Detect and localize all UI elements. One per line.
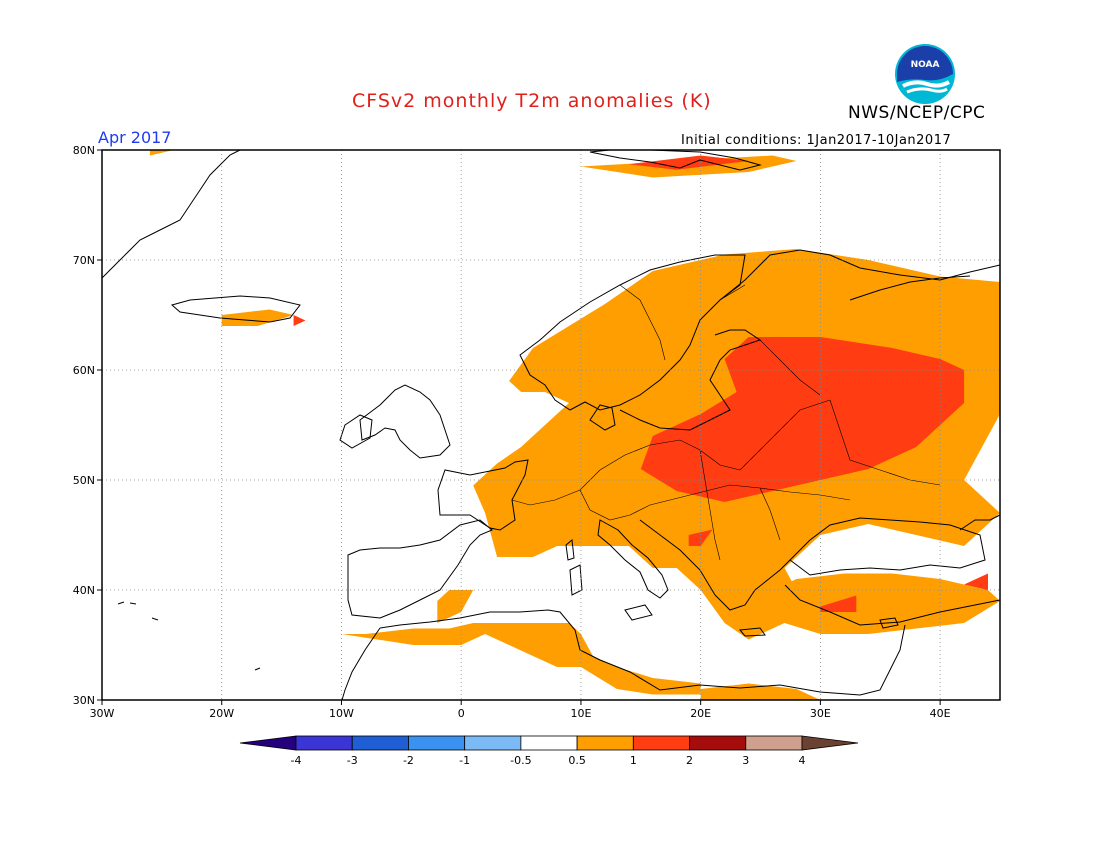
noaa-logo-icon: NOAA <box>895 44 955 104</box>
coast-italy <box>597 519 669 599</box>
colorbar-arrow-low <box>239 735 297 751</box>
coast-iceland <box>170 295 301 323</box>
colorbar-arrow-high <box>801 735 859 751</box>
coast-balkans <box>639 519 791 611</box>
border-scandinavia <box>619 284 746 361</box>
coast-crete <box>739 627 766 637</box>
coast-iberia <box>347 519 493 619</box>
y-tick-label: 80N <box>73 144 95 157</box>
anomaly-region-central-russia-belarus <box>640 337 965 502</box>
coast-morocco <box>341 627 381 701</box>
border-west-europe <box>511 439 741 506</box>
coast-denmark <box>589 404 616 431</box>
coast-britain <box>359 384 451 459</box>
anomaly-region-iberia-east <box>437 590 474 623</box>
y-tick-label: 70N <box>73 254 95 267</box>
noaa-logo-text: NOAA <box>911 60 940 70</box>
coast-scandinavia <box>519 254 746 411</box>
map-frame <box>101 149 1001 701</box>
coast-levant <box>859 624 906 696</box>
forecast-month: Apr 2017 <box>98 128 172 147</box>
x-tick-label: 30E <box>810 707 831 720</box>
colorbar-swatch <box>576 735 634 751</box>
anomaly-region-svalbard-spot <box>628 155 749 170</box>
coast-sicily <box>624 604 653 621</box>
x-tick-label: 0 <box>458 707 465 720</box>
coast-france <box>437 459 529 531</box>
coast-caspian <box>959 514 1001 531</box>
anomaly-region-turkey <box>772 573 1000 634</box>
map-title: CFSv2 monthly T2m anomalies (K) <box>352 90 712 112</box>
anomaly-region-iceland-spot <box>293 315 306 326</box>
colorbar-swatch <box>464 735 522 751</box>
anomaly-region-libya-coast <box>557 650 701 695</box>
colorbar-swatch <box>408 735 466 751</box>
colorbar-swatch <box>520 735 578 751</box>
anomaly-region-north-africa-1 <box>341 623 593 667</box>
colorbar-swatch <box>295 735 353 751</box>
initial-conditions: Initial conditions: 1Jan2017-10Jan2017 <box>681 133 952 148</box>
y-tick-label: 50N <box>73 474 95 487</box>
colorbar-label: -0.5 <box>510 754 531 767</box>
anomaly-region-balkans-spot <box>688 529 713 546</box>
border-east-europe <box>699 399 831 561</box>
coast-black-sea <box>789 517 986 576</box>
border-layer <box>511 284 941 561</box>
anomaly-region-turkey-spot <box>820 595 857 612</box>
axes-layer: 30W 20W 10W 0 10E 20E 30E 40E 30N 40N 50N 60N 70N 80N <box>73 144 951 720</box>
coast-azores <box>117 601 159 621</box>
colorbar-swatch <box>689 735 747 751</box>
border-central-europe <box>579 484 851 521</box>
colorbar-label: 4 <box>799 754 806 767</box>
x-tick-label: 20E <box>690 707 711 720</box>
coast-madeira <box>254 667 261 671</box>
colorbar-label: 0.5 <box>568 754 586 767</box>
x-tick-label: 40E <box>930 707 951 720</box>
coast-cyprus <box>879 617 899 629</box>
coast-north-africa <box>379 609 861 696</box>
coast-novaya-zemlya <box>849 275 971 301</box>
coast-greenland <box>101 149 241 279</box>
x-tick-label: 20W <box>209 707 234 720</box>
x-tick-label: 30W <box>90 707 115 720</box>
x-tick-label: 10W <box>329 707 354 720</box>
colorbar-swatch <box>632 735 690 751</box>
y-tick-label: 40N <box>73 584 95 597</box>
colorbar-label: 1 <box>630 754 637 767</box>
anomaly-region-iceland <box>221 309 294 326</box>
coast-corsica <box>565 539 575 561</box>
colorbar-label: -4 <box>291 754 302 767</box>
colorbar-label: -1 <box>459 754 470 767</box>
anomaly-region-caucasus-spot <box>964 573 988 590</box>
colorbar-swatch <box>745 735 803 751</box>
colorbar-label: -2 <box>403 754 414 767</box>
agency-label: NWS/NCEP/CPC <box>848 103 986 123</box>
anomaly-fill-layer <box>149 150 1000 700</box>
coast-finland-russia <box>719 249 1001 301</box>
colorbar-label: -3 <box>347 754 358 767</box>
coast-ireland <box>339 414 373 449</box>
y-tick-label: 30N <box>73 694 95 707</box>
coast-baltic <box>619 329 762 431</box>
x-tick-label: 10E <box>570 707 591 720</box>
coast-turkey <box>784 584 1001 626</box>
colorbar-label: 2 <box>686 754 693 767</box>
anomaly-region-greenland-edge <box>149 150 174 156</box>
colorbar-label: 3 <box>742 754 749 767</box>
colorbar-swatch <box>351 735 409 751</box>
grid-lines-layer <box>102 150 1000 700</box>
y-tick-label: 60N <box>73 364 95 377</box>
